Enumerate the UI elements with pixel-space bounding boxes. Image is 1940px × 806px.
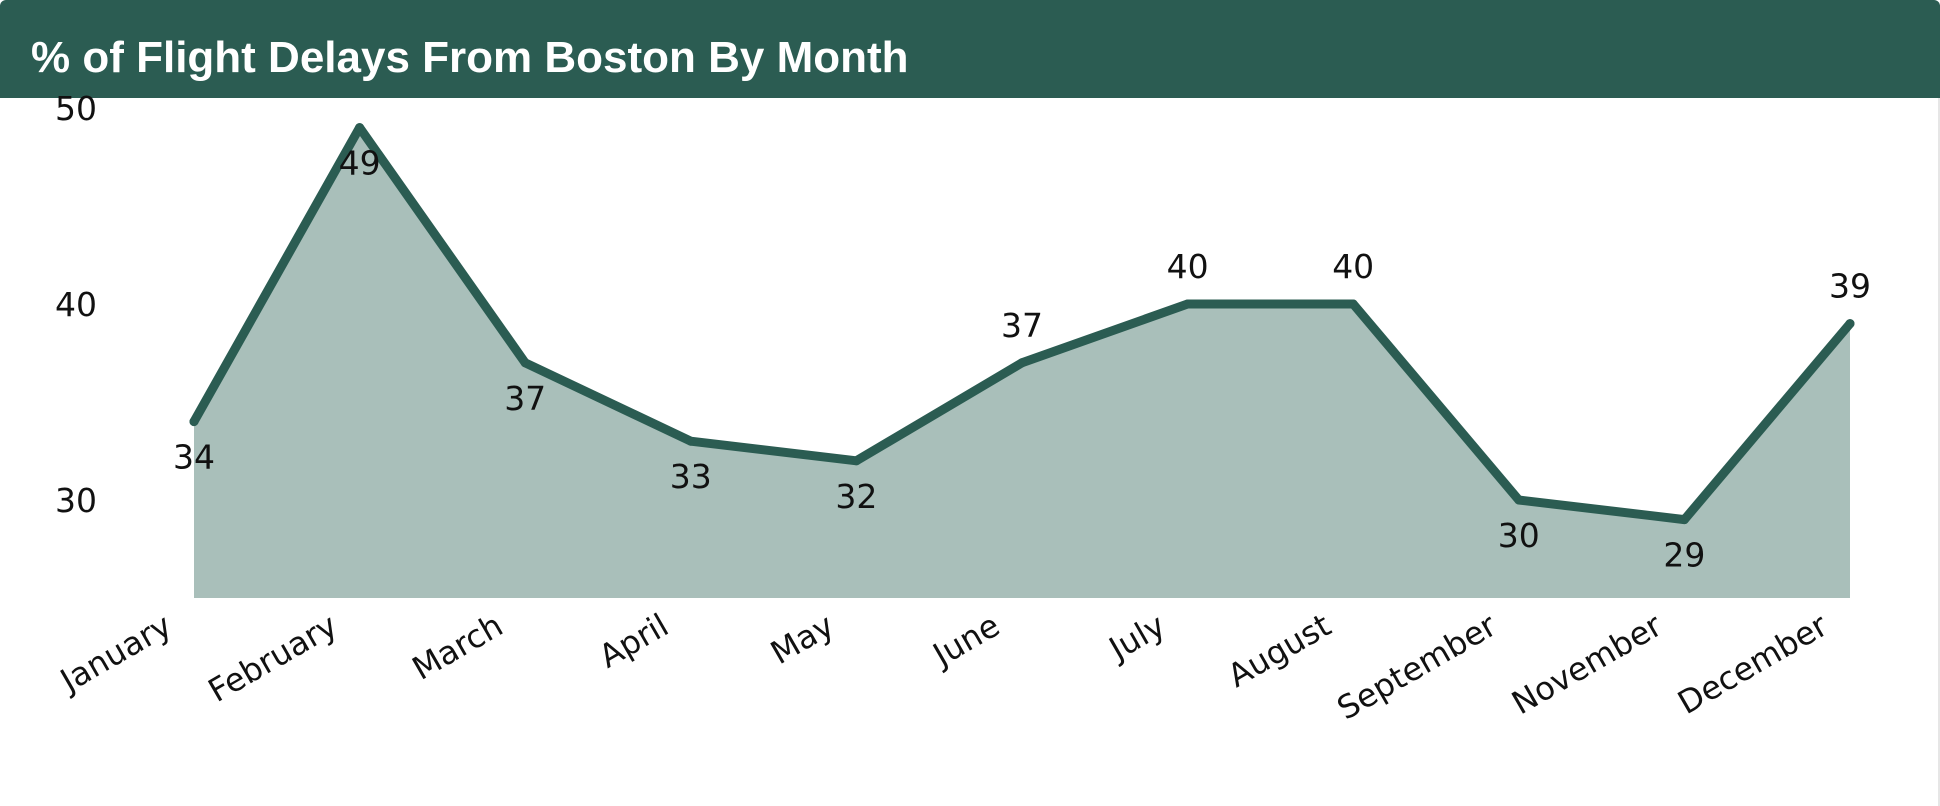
data-point xyxy=(355,123,365,133)
data-label: 39 xyxy=(1829,267,1871,306)
data-label: 37 xyxy=(504,379,546,418)
y-tick-label: 30 xyxy=(55,481,97,520)
data-label: 30 xyxy=(1498,516,1540,555)
data-point xyxy=(1514,495,1524,505)
panel-border xyxy=(1938,98,1940,806)
data-point xyxy=(1679,515,1689,525)
x-tick-label: December xyxy=(1671,606,1834,722)
x-tick-label: June xyxy=(925,606,1006,675)
x-tick-label: April xyxy=(592,606,674,675)
x-tick-label: July xyxy=(1101,606,1172,669)
data-point xyxy=(1183,299,1193,309)
y-tick-label: 40 xyxy=(55,285,97,324)
data-point xyxy=(520,358,530,368)
data-label: 34 xyxy=(173,438,215,477)
x-tick-label: May xyxy=(764,606,840,672)
data-label: 40 xyxy=(1167,247,1209,286)
data-point xyxy=(189,417,199,427)
x-tick-label: September xyxy=(1331,606,1504,728)
data-label: 32 xyxy=(835,477,877,516)
data-point xyxy=(851,456,861,466)
data-label: 29 xyxy=(1663,536,1705,575)
data-label: 40 xyxy=(1332,247,1374,286)
data-point xyxy=(1348,299,1358,309)
y-tick-label: 50 xyxy=(55,89,97,128)
x-tick-label: November xyxy=(1505,606,1669,723)
data-label: 37 xyxy=(1001,306,1043,345)
x-tick-label: February xyxy=(202,606,344,710)
chart-header: % of Flight Delays From Boston By Month xyxy=(0,0,1940,98)
data-point xyxy=(1845,319,1855,329)
x-tick-label: August xyxy=(1221,606,1337,695)
x-tick-label: January xyxy=(52,606,178,701)
data-label: 49 xyxy=(339,144,381,183)
data-point xyxy=(1017,358,1027,368)
x-tick-label: March xyxy=(406,606,509,688)
data-point xyxy=(686,436,696,446)
chart-title: % of Flight Delays From Boston By Month xyxy=(31,33,909,82)
data-label: 33 xyxy=(670,457,712,496)
